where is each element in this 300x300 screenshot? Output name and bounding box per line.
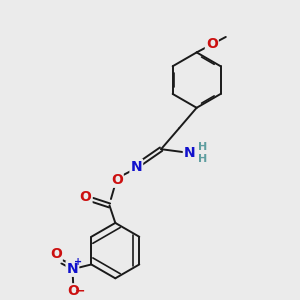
Text: H: H — [198, 154, 207, 164]
Text: +: + — [74, 257, 82, 267]
Text: O: O — [111, 173, 123, 187]
Text: O: O — [80, 190, 92, 204]
Text: N: N — [184, 146, 196, 160]
Text: O: O — [206, 37, 218, 51]
Text: H: H — [198, 142, 207, 152]
Text: O: O — [67, 284, 79, 298]
Text: N: N — [130, 160, 142, 174]
Text: N: N — [67, 262, 78, 276]
Text: −: − — [74, 285, 85, 298]
Text: O: O — [50, 247, 62, 261]
